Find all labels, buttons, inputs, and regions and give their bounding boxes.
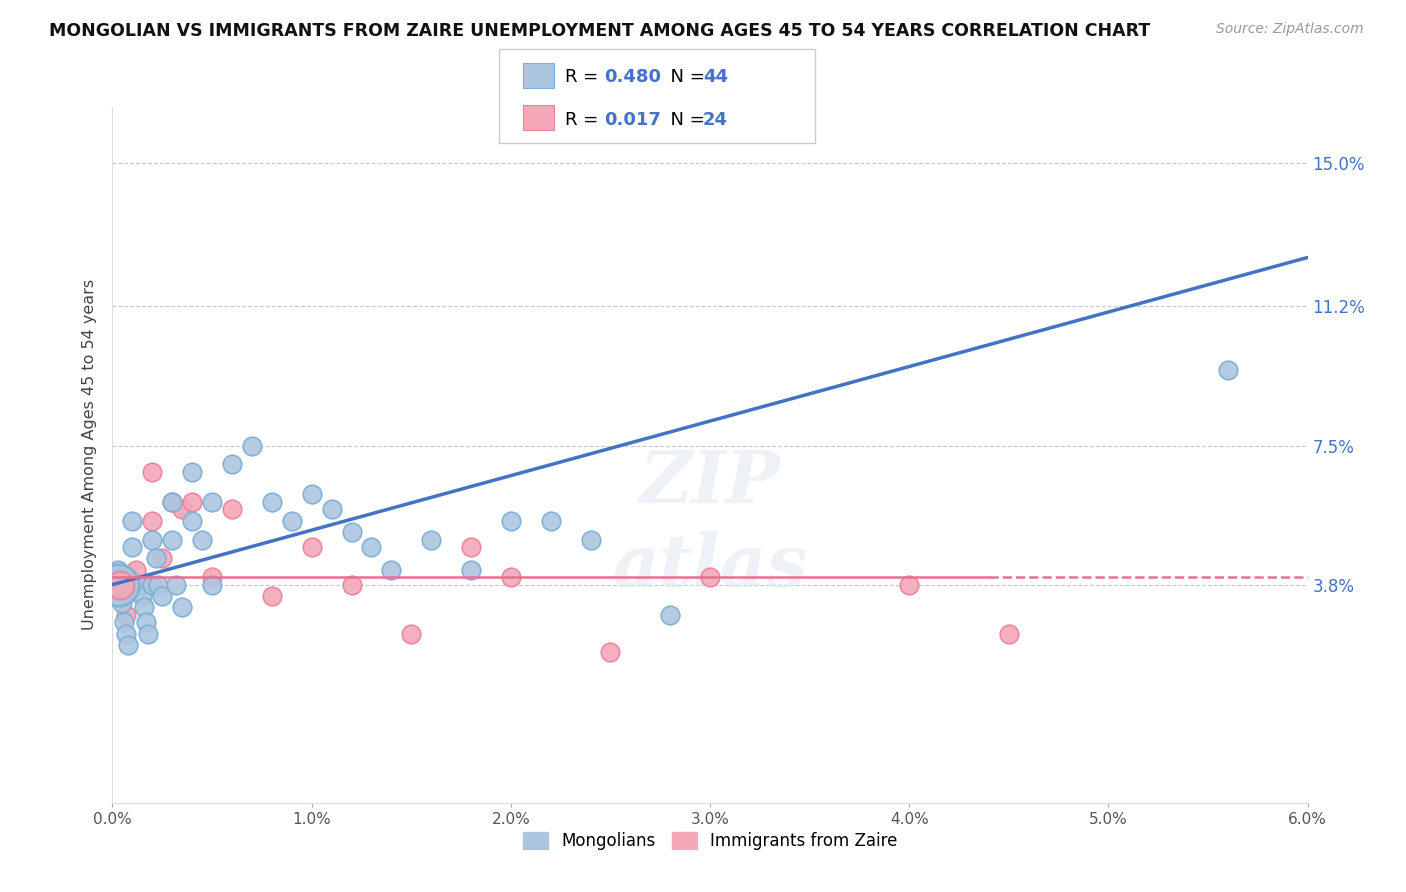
Point (131, 577, 153, 591)
Point (201, 570, 224, 584)
Point (121, 577, 143, 591)
Point (301, 487, 323, 501)
Y-axis label: Unemployment Among Ages 45 to 54 years: Unemployment Among Ages 45 to 54 years (82, 279, 97, 631)
Text: 24: 24 (703, 111, 728, 128)
Point (340, 577, 363, 591)
Point (191, 533, 214, 547)
Point (150, 551, 173, 566)
Point (150, 589, 173, 603)
Point (260, 495, 283, 509)
Point (117, 638, 139, 652)
Point (127, 577, 149, 591)
Point (115, 607, 138, 622)
Point (162, 533, 183, 547)
Text: ZIP: ZIP (640, 447, 780, 518)
Text: R =: R = (565, 111, 605, 128)
Point (240, 438, 263, 452)
Point (1216, 363, 1239, 377)
Point (110, 582, 132, 596)
Point (131, 589, 153, 603)
Point (111, 589, 134, 603)
Text: R =: R = (565, 69, 605, 87)
Text: 0.017: 0.017 (605, 111, 661, 128)
Point (499, 570, 522, 584)
Point (110, 577, 132, 591)
Point (162, 495, 183, 509)
Point (221, 502, 243, 516)
Text: atlas: atlas (613, 531, 807, 602)
Point (141, 577, 163, 591)
Point (281, 514, 304, 528)
Point (172, 502, 194, 516)
Point (201, 495, 224, 509)
Point (360, 540, 382, 554)
Point (162, 495, 183, 509)
Point (145, 551, 167, 566)
Point (125, 563, 148, 577)
Point (181, 514, 204, 528)
Point (121, 514, 143, 528)
Point (499, 514, 522, 528)
Point (141, 465, 163, 479)
Text: N =: N = (659, 111, 711, 128)
Point (221, 458, 243, 472)
Point (107, 577, 129, 591)
Point (260, 589, 283, 603)
Point (141, 514, 163, 528)
Point (380, 563, 402, 577)
Point (165, 577, 187, 591)
Point (114, 615, 135, 630)
Point (898, 577, 921, 591)
Point (148, 577, 170, 591)
Text: 0.480: 0.480 (605, 69, 662, 87)
Point (138, 626, 160, 640)
Point (107, 570, 129, 584)
Point (121, 540, 143, 554)
Point (540, 514, 562, 528)
Point (420, 533, 443, 547)
Point (599, 645, 621, 659)
Point (401, 626, 423, 640)
Point (460, 540, 482, 554)
Point (699, 570, 721, 584)
Point (340, 524, 363, 539)
Point (172, 600, 194, 615)
Legend: Mongolians, Immigrants from Zaire: Mongolians, Immigrants from Zaire (516, 826, 904, 857)
Point (111, 597, 134, 611)
Text: 44: 44 (703, 69, 728, 87)
Point (201, 577, 224, 591)
Text: MONGOLIAN VS IMMIGRANTS FROM ZAIRE UNEMPLOYMENT AMONG AGES 45 TO 54 YEARS CORREL: MONGOLIAN VS IMMIGRANTS FROM ZAIRE UNEMP… (49, 22, 1150, 40)
Text: N =: N = (659, 69, 711, 87)
Text: Source: ZipAtlas.com: Source: ZipAtlas.com (1216, 22, 1364, 37)
Point (134, 600, 156, 615)
Point (115, 626, 138, 640)
Point (659, 607, 682, 622)
Point (321, 502, 343, 516)
Point (460, 563, 482, 577)
Point (107, 563, 129, 577)
Point (141, 533, 163, 547)
Point (135, 615, 157, 630)
Point (301, 540, 323, 554)
Point (579, 533, 602, 547)
Point (181, 495, 204, 509)
Point (121, 577, 143, 591)
Point (998, 626, 1021, 640)
Point (181, 465, 204, 479)
